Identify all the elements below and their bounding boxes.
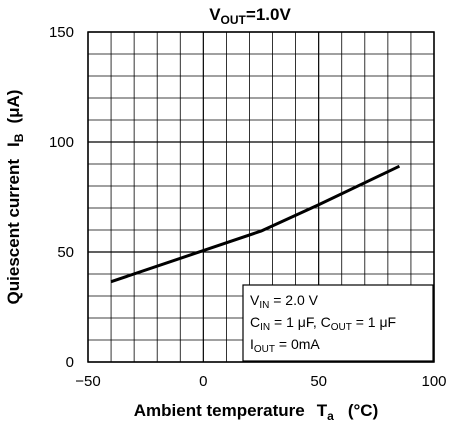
y-axis-unit: (μA): [4, 90, 23, 124]
annotation-line: CIN = 1 μF, COUT = 1 μF: [250, 314, 396, 333]
series-line: [110, 164, 401, 284]
x-axis-title: Ambient temperature Ta (°C): [134, 401, 378, 423]
title-rest: =1.0V: [246, 5, 292, 24]
chart-title: VOUT=1.0V: [209, 5, 291, 27]
y-tick-label: 50: [57, 244, 74, 261]
series-layer: [110, 164, 401, 284]
title-main: V: [209, 5, 221, 24]
x-axis-unit: (°C): [348, 401, 378, 420]
annotation-frame: [242, 284, 434, 362]
annotation-box: VIN = 2.0 V CIN = 1 μF, COUT = 1 μF IOUT =…: [242, 284, 434, 362]
x-axis-var-sub: a: [327, 409, 334, 423]
x-axis-var: T: [317, 401, 328, 420]
y-axis-title-main: Quiescent current: [4, 159, 23, 305]
y-tick-label: 150: [49, 24, 74, 41]
x-axis-title-main: Ambient temperature: [134, 401, 305, 420]
x-tick-label: 100: [421, 373, 446, 390]
y-tick-label: 100: [49, 134, 74, 151]
y-axis-var: I: [4, 142, 23, 147]
y-tick-label: 0: [66, 354, 74, 371]
x-tick-label: 50: [310, 373, 327, 390]
plot-frame: [87, 31, 435, 363]
annotation-line: VIN = 2.0 V: [250, 292, 319, 311]
title-sub: OUT: [221, 13, 247, 27]
x-tick-label: 0: [199, 373, 207, 390]
y-axis-var-sub: B: [12, 133, 26, 142]
x-tick-label: −50: [75, 373, 100, 390]
x-axis-ticks: −50 0 50 100: [75, 373, 446, 390]
annotation-line: IOUT = 0mA: [250, 336, 320, 355]
y-axis-ticks: 0 50 100 150: [49, 24, 74, 371]
y-axis-title: Quiescent current IB (μA): [4, 90, 26, 305]
